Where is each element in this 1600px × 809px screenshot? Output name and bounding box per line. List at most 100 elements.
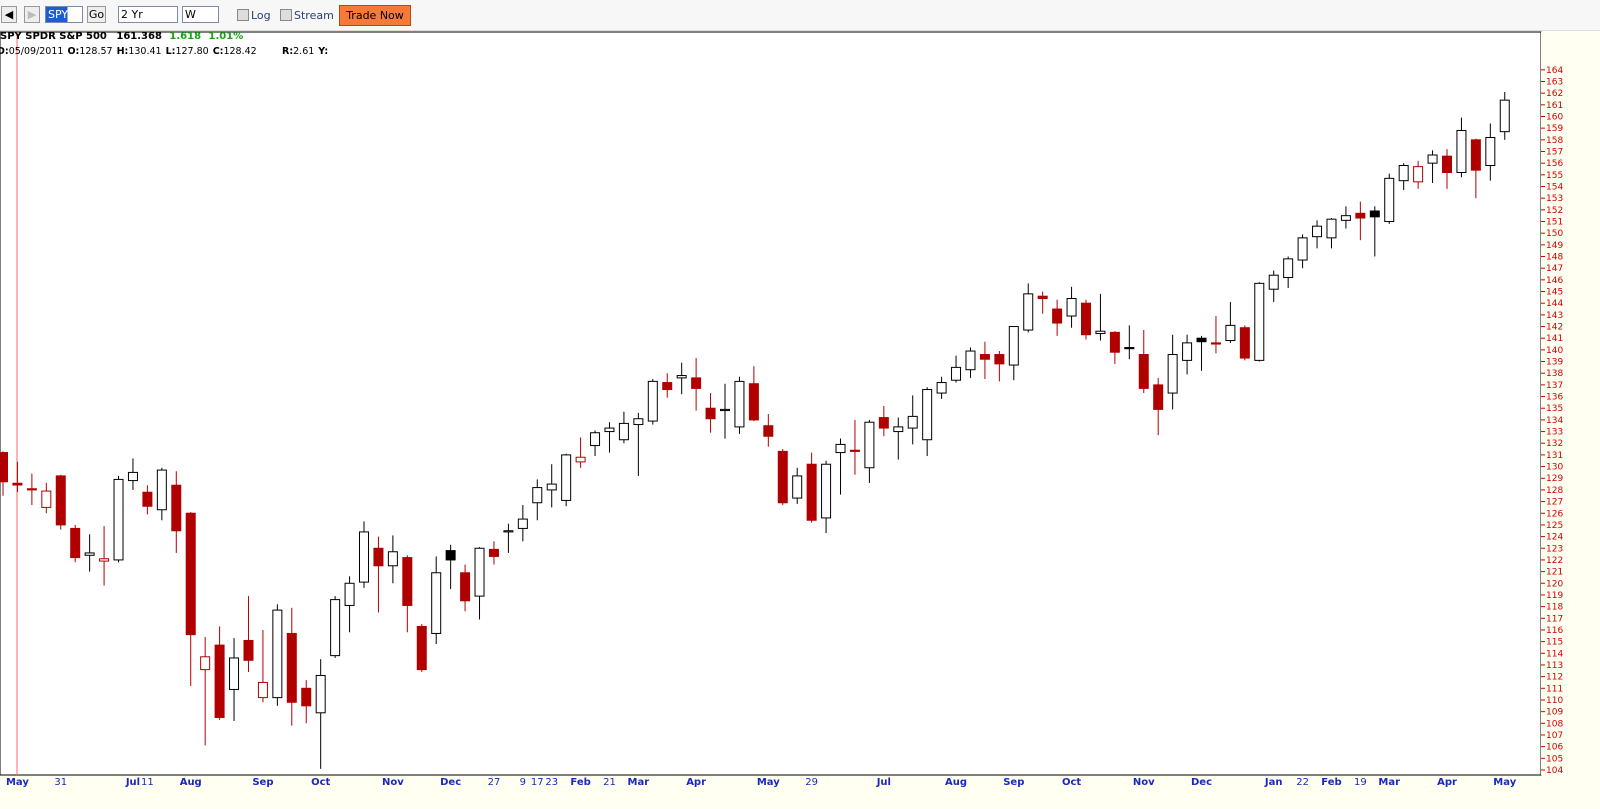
y-tick-label: 143 xyxy=(1546,311,1563,321)
candle-body xyxy=(618,422,629,441)
info-value: 127.80 xyxy=(175,46,209,57)
x-tick-label: 19 xyxy=(1354,777,1367,788)
y-tick-label: 116 xyxy=(1546,626,1563,636)
period-select[interactable]: 2 Yr xyxy=(118,6,178,23)
symbol-input[interactable]: SPY xyxy=(45,6,83,23)
info-label: R: xyxy=(282,46,294,57)
y-tick-label: 108 xyxy=(1546,719,1563,729)
candle-body xyxy=(185,512,196,636)
x-tick-label: 22 xyxy=(1296,777,1309,788)
info-value: 128.57 xyxy=(79,46,113,57)
candle-body xyxy=(517,518,528,529)
y-tick-label: 129 xyxy=(1546,474,1563,484)
y-tick-label: 119 xyxy=(1546,591,1563,601)
back-button[interactable]: ◀ xyxy=(1,6,17,23)
candle-body xyxy=(1499,99,1510,133)
y-tick-label: 135 xyxy=(1546,404,1563,414)
x-tick-label: 21 xyxy=(603,777,616,788)
candle-body xyxy=(777,450,788,504)
x-tick-label: Dec xyxy=(1191,777,1212,788)
candle-body xyxy=(286,632,297,703)
x-tick-label: 17 xyxy=(531,777,544,788)
candle-body xyxy=(1167,354,1178,394)
candle-body xyxy=(864,421,875,469)
y-tick-label: 150 xyxy=(1546,229,1563,239)
forward-button[interactable]: ▶ xyxy=(24,6,40,23)
x-tick-label: Apr xyxy=(686,777,706,788)
candle-body xyxy=(1355,212,1366,219)
go-button[interactable]: Go xyxy=(87,6,106,23)
x-tick-label: Nov xyxy=(382,777,404,788)
candle-body xyxy=(676,375,687,379)
y-tick-label: 128 xyxy=(1546,486,1563,496)
y-tick-label: 105 xyxy=(1546,754,1563,764)
x-tick-label: 11 xyxy=(141,777,154,788)
x-tick-label: Mar xyxy=(1378,777,1400,788)
x-tick-label: Aug xyxy=(180,777,202,788)
y-tick-label: 162 xyxy=(1546,89,1563,99)
candle-body xyxy=(1153,384,1164,410)
y-tick-label: 146 xyxy=(1546,276,1563,286)
y-tick-label: 131 xyxy=(1546,451,1563,461)
x-tick-label: 27 xyxy=(488,777,501,788)
x-tick-label: Apr xyxy=(1437,777,1457,788)
y-tick-label: 114 xyxy=(1546,649,1563,659)
y-tick-label: 126 xyxy=(1546,509,1563,519)
info-label: C: xyxy=(212,46,224,57)
candle-body xyxy=(1023,293,1034,331)
info-item: Y: xyxy=(318,46,328,57)
candle-body xyxy=(387,551,398,567)
candle-body xyxy=(503,530,514,533)
y-tick-label: 138 xyxy=(1546,369,1563,379)
y-tick-label: 107 xyxy=(1546,731,1563,741)
y-tick-label: 140 xyxy=(1546,346,1563,356)
candle-body xyxy=(0,452,8,483)
y-tick-label: 144 xyxy=(1546,299,1563,309)
x-tick-label: Jul xyxy=(125,777,140,788)
candle-body xyxy=(474,547,485,597)
candle-body xyxy=(994,354,1005,365)
interval-select[interactable]: W xyxy=(182,6,219,23)
y-tick-label: 113 xyxy=(1546,661,1563,671)
y-tick-label: 147 xyxy=(1546,264,1563,274)
candle-body xyxy=(12,482,23,486)
y-tick-label: 142 xyxy=(1546,323,1563,333)
candle-body xyxy=(1340,215,1351,221)
y-tick-label: 149 xyxy=(1546,241,1563,251)
trade-button[interactable]: Trade Now xyxy=(339,5,411,26)
candle-body xyxy=(806,463,817,521)
x-tick-label: May xyxy=(6,777,29,788)
stream-checkbox[interactable] xyxy=(280,9,292,21)
y-tick-label: 157 xyxy=(1546,147,1563,157)
candle-body xyxy=(1398,164,1409,182)
x-tick-label: Oct xyxy=(311,777,330,788)
info-item: C:128.42 xyxy=(213,46,257,57)
candle-body xyxy=(445,550,456,561)
x-tick-label: Mar xyxy=(628,777,650,788)
x-tick-label: 29 xyxy=(805,777,818,788)
plot-area xyxy=(0,31,1542,776)
y-tick-label: 160 xyxy=(1546,112,1563,122)
candle-body xyxy=(965,350,976,371)
log-label: Log xyxy=(251,9,271,22)
x-tick-label: Nov xyxy=(1133,777,1155,788)
y-tick-label: 112 xyxy=(1546,673,1563,683)
y-tick-label: 137 xyxy=(1546,381,1563,391)
x-tick-label: Feb xyxy=(570,777,590,788)
y-tick-label: 158 xyxy=(1546,136,1563,146)
y-tick-label: 139 xyxy=(1546,358,1563,368)
x-tick-label: Sep xyxy=(1003,777,1024,788)
candle-body xyxy=(257,681,268,699)
candle-body xyxy=(99,558,110,562)
log-checkbox[interactable] xyxy=(237,9,249,21)
info-label: L: xyxy=(165,46,176,57)
y-tick-label: 161 xyxy=(1546,101,1563,111)
candle-body xyxy=(821,463,832,519)
y-tick-label: 134 xyxy=(1546,416,1563,426)
y-tick-label: 115 xyxy=(1546,638,1563,648)
y-tick-label: 133 xyxy=(1546,428,1563,438)
candle-body xyxy=(460,572,471,602)
info-item: R:2.61 xyxy=(282,46,314,57)
info-label: H: xyxy=(116,46,129,57)
